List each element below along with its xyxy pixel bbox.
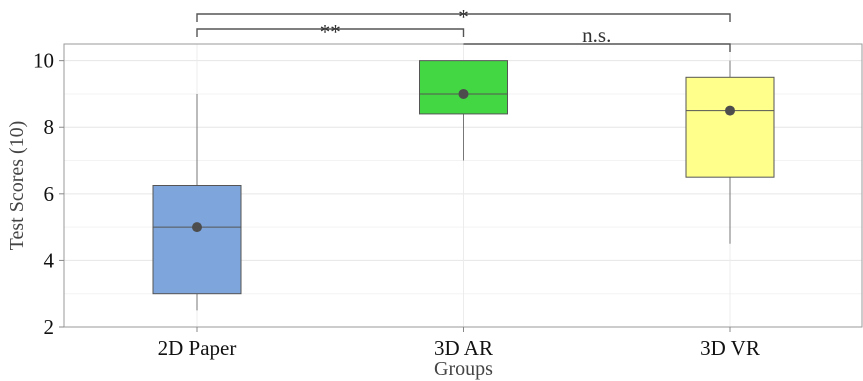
x-tick-label-3d-ar: 3D AR bbox=[434, 336, 493, 360]
bracket-2d-paper-vs-3d-vr bbox=[196, 13, 731, 22]
significance-label-2d-paper-vs-3d-vr: * bbox=[458, 5, 469, 29]
x-axis-title: Groups bbox=[434, 358, 493, 380]
significance-brackets: ***n.s. bbox=[196, 5, 731, 52]
y-tick-label-10: 10 bbox=[33, 49, 54, 73]
x-tick-label-3d-vr: 3D VR bbox=[700, 336, 760, 360]
box-3d-ar bbox=[419, 60, 508, 161]
significance-label-2d-paper-vs-3d-ar: ** bbox=[320, 20, 341, 44]
bracket-2d-paper-vs-3d-ar bbox=[196, 28, 465, 37]
significance-3d-ar-vs-3d-vr: n.s. bbox=[463, 23, 731, 52]
y-tick-labels: 2 4 6 8 10 bbox=[33, 49, 64, 339]
boxes bbox=[152, 60, 775, 311]
box-3d-vr bbox=[685, 60, 775, 244]
y-tick-label-6: 6 bbox=[44, 182, 55, 206]
bracket-3d-ar-vs-3d-vr bbox=[463, 43, 731, 52]
y-tick-label-8: 8 bbox=[44, 115, 55, 139]
mean-point-2d-paper bbox=[192, 222, 202, 233]
y-axis-title: Test Scores (10) bbox=[6, 121, 28, 251]
significance-2d-paper-vs-3d-ar: ** bbox=[196, 20, 465, 44]
x-tick-labels: 2D Paper 3D AR 3D VR bbox=[158, 327, 760, 360]
y-tick-label-4: 4 bbox=[44, 248, 55, 272]
significance-label-3d-ar-vs-3d-vr: n.s. bbox=[582, 23, 611, 47]
box-2d-paper bbox=[152, 93, 242, 311]
mean-point-3d-vr bbox=[725, 105, 735, 116]
box-body-3d-vr bbox=[685, 76, 775, 178]
x-tick-label-2d-paper: 2D Paper bbox=[158, 336, 237, 360]
y-tick-label-2: 2 bbox=[44, 315, 55, 339]
box-body-3d-ar bbox=[419, 60, 508, 115]
box-body-2d-paper bbox=[152, 185, 242, 295]
mean-point-3d-ar bbox=[458, 88, 469, 99]
significance-2d-paper-vs-3d-vr: * bbox=[196, 5, 731, 29]
